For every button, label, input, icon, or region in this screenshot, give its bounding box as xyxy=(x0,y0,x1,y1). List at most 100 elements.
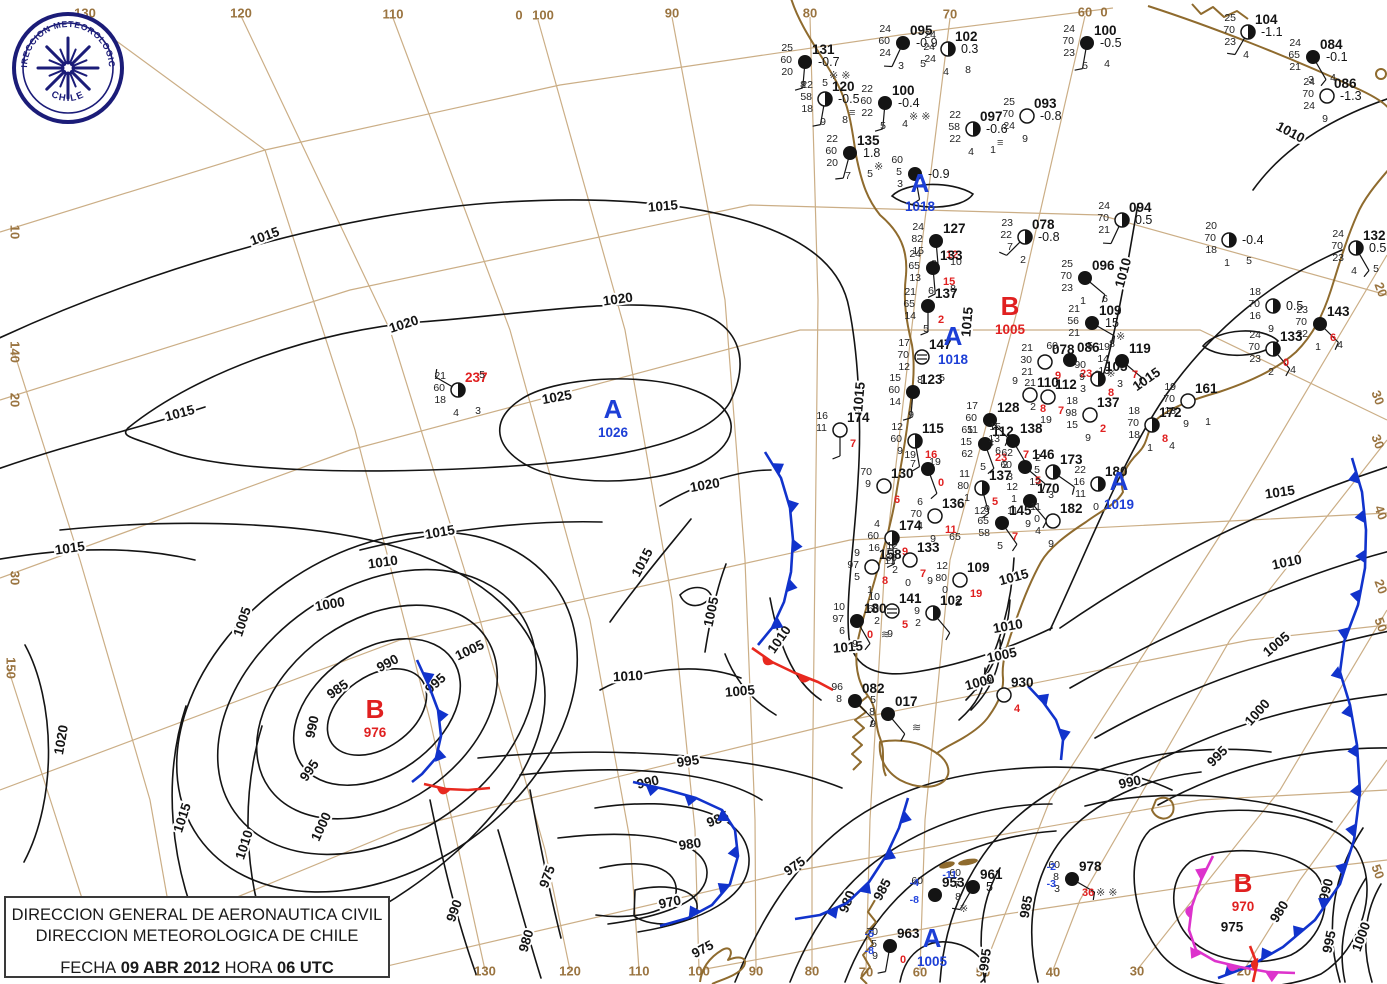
grid-label: 120 xyxy=(559,963,581,978)
station-aux-number: 58 xyxy=(978,527,990,539)
station-symbol xyxy=(1040,389,1056,405)
isobar-label: 980 xyxy=(516,928,537,954)
station-aux-number: 60 xyxy=(890,433,902,445)
station-red-value: 5 xyxy=(902,619,908,631)
station-aux-number: 9 xyxy=(914,605,920,617)
coastline-path xyxy=(935,169,1387,755)
isobar-label: 1010 xyxy=(613,668,644,685)
station-value: -0.9 xyxy=(916,36,938,50)
station-aux-number: 16 xyxy=(1249,310,1261,322)
grid-label: 30 xyxy=(8,571,23,585)
isobar-label: 1015 xyxy=(628,545,656,579)
station-symbol xyxy=(1045,513,1061,529)
isobar-label: 1020 xyxy=(602,290,634,309)
isobar-label: 975 xyxy=(1221,920,1244,935)
isobar-label: 1000 xyxy=(1349,920,1373,953)
station-aux-number: 20 xyxy=(826,157,838,169)
station-aux-number: 5 xyxy=(822,77,828,89)
station-aux-number: 97 xyxy=(832,613,844,625)
station-plot: 017 589 ≋ xyxy=(869,694,921,742)
coastline-path xyxy=(790,0,915,697)
isobar-label: 1025 xyxy=(541,387,574,407)
station-aux-number: 6 xyxy=(928,285,934,297)
station-red-value: 36 xyxy=(1082,887,1094,899)
fecha-value: 09 ABR 2012 xyxy=(120,959,221,978)
svg-text:CHILE: CHILE xyxy=(50,89,87,104)
station-aux-number: 9 xyxy=(1079,371,1085,383)
station-aux-number: 18 xyxy=(1205,244,1217,256)
isobar-label: 1005 xyxy=(453,637,487,663)
station-id: 096 xyxy=(1092,258,1115,273)
grid-line xyxy=(1052,439,1387,971)
station-symbol xyxy=(983,413,997,427)
isobar xyxy=(557,833,708,925)
station-id: 093 xyxy=(1034,96,1057,111)
coastline xyxy=(699,0,1387,984)
station-aux-number: 9 xyxy=(870,718,876,730)
station-aux-number: 70 xyxy=(897,349,909,361)
isobar xyxy=(970,639,1002,711)
station-red-value: 7 xyxy=(1012,531,1018,543)
station-id: 094 xyxy=(1129,200,1152,215)
station-red-value: 9 xyxy=(902,546,908,558)
isobar-label: 1010 xyxy=(992,616,1024,636)
station-aux-number: 2 xyxy=(1268,366,1274,378)
station-aux-number: 0 xyxy=(1034,513,1040,525)
station-red-value: 2 xyxy=(1100,423,1106,435)
station-aux-number: 4 xyxy=(1243,49,1249,61)
grid-label: 100 xyxy=(532,7,554,22)
station-aux-number: 60 xyxy=(1000,459,1012,471)
station-symbol xyxy=(878,96,892,110)
station-aux-number: 70 xyxy=(1248,341,1260,353)
isobar xyxy=(769,597,822,701)
station-id: 145 xyxy=(1009,503,1032,518)
grid-line xyxy=(919,15,1086,971)
station-red-value: 8 xyxy=(882,575,888,587)
station-aux-number: 8 xyxy=(800,79,806,91)
station-red-value: 7 xyxy=(1058,405,1064,417)
station-aux-number: 24 xyxy=(879,47,891,59)
station-aux-number: 18 xyxy=(1128,405,1140,417)
station-red-value: 8 xyxy=(1040,403,1046,415)
isobar-label: 985 xyxy=(870,876,894,903)
isobar xyxy=(477,751,843,789)
station-aux-number: 9 xyxy=(984,503,990,515)
isobar xyxy=(255,604,499,820)
station-aux-number: 3 xyxy=(475,405,481,417)
station-symbol xyxy=(1115,354,1129,368)
isobar xyxy=(1030,771,1202,983)
station-id: 180 xyxy=(864,601,887,616)
station-aux-number: 11 xyxy=(816,422,827,434)
center-value: 1018 xyxy=(938,352,969,367)
isobars xyxy=(0,98,1387,984)
isobar xyxy=(965,599,1011,701)
station-id: 095 xyxy=(910,23,933,38)
station-value: -0.6 xyxy=(986,122,1008,136)
weather-symbol: ≋ xyxy=(912,722,921,734)
station-aux-number: 9 xyxy=(1048,538,1054,550)
station-aux-number: 58 xyxy=(948,121,960,133)
station-aux-number: 1 xyxy=(1011,493,1017,505)
station-red-value: 0 xyxy=(1283,357,1289,369)
station-aux-number: 7 xyxy=(1007,241,1013,253)
station-plot: 110 8 9 xyxy=(1012,375,1059,415)
station-aux-number: 14 xyxy=(1097,353,1109,365)
station-aux-number: 12 xyxy=(1029,476,1041,488)
station-aux-number: 19 xyxy=(1098,341,1110,353)
isobar-label: 1010 xyxy=(1271,552,1304,573)
station-id: 120 xyxy=(832,79,855,94)
cold-front xyxy=(1027,685,1071,761)
station-id: 143 xyxy=(1327,304,1350,319)
isobar xyxy=(519,769,763,801)
station-aux-number: 3 xyxy=(1054,883,1060,895)
station-aux-number: 18 xyxy=(434,394,446,406)
station-aux-number: 23 xyxy=(1061,282,1073,294)
